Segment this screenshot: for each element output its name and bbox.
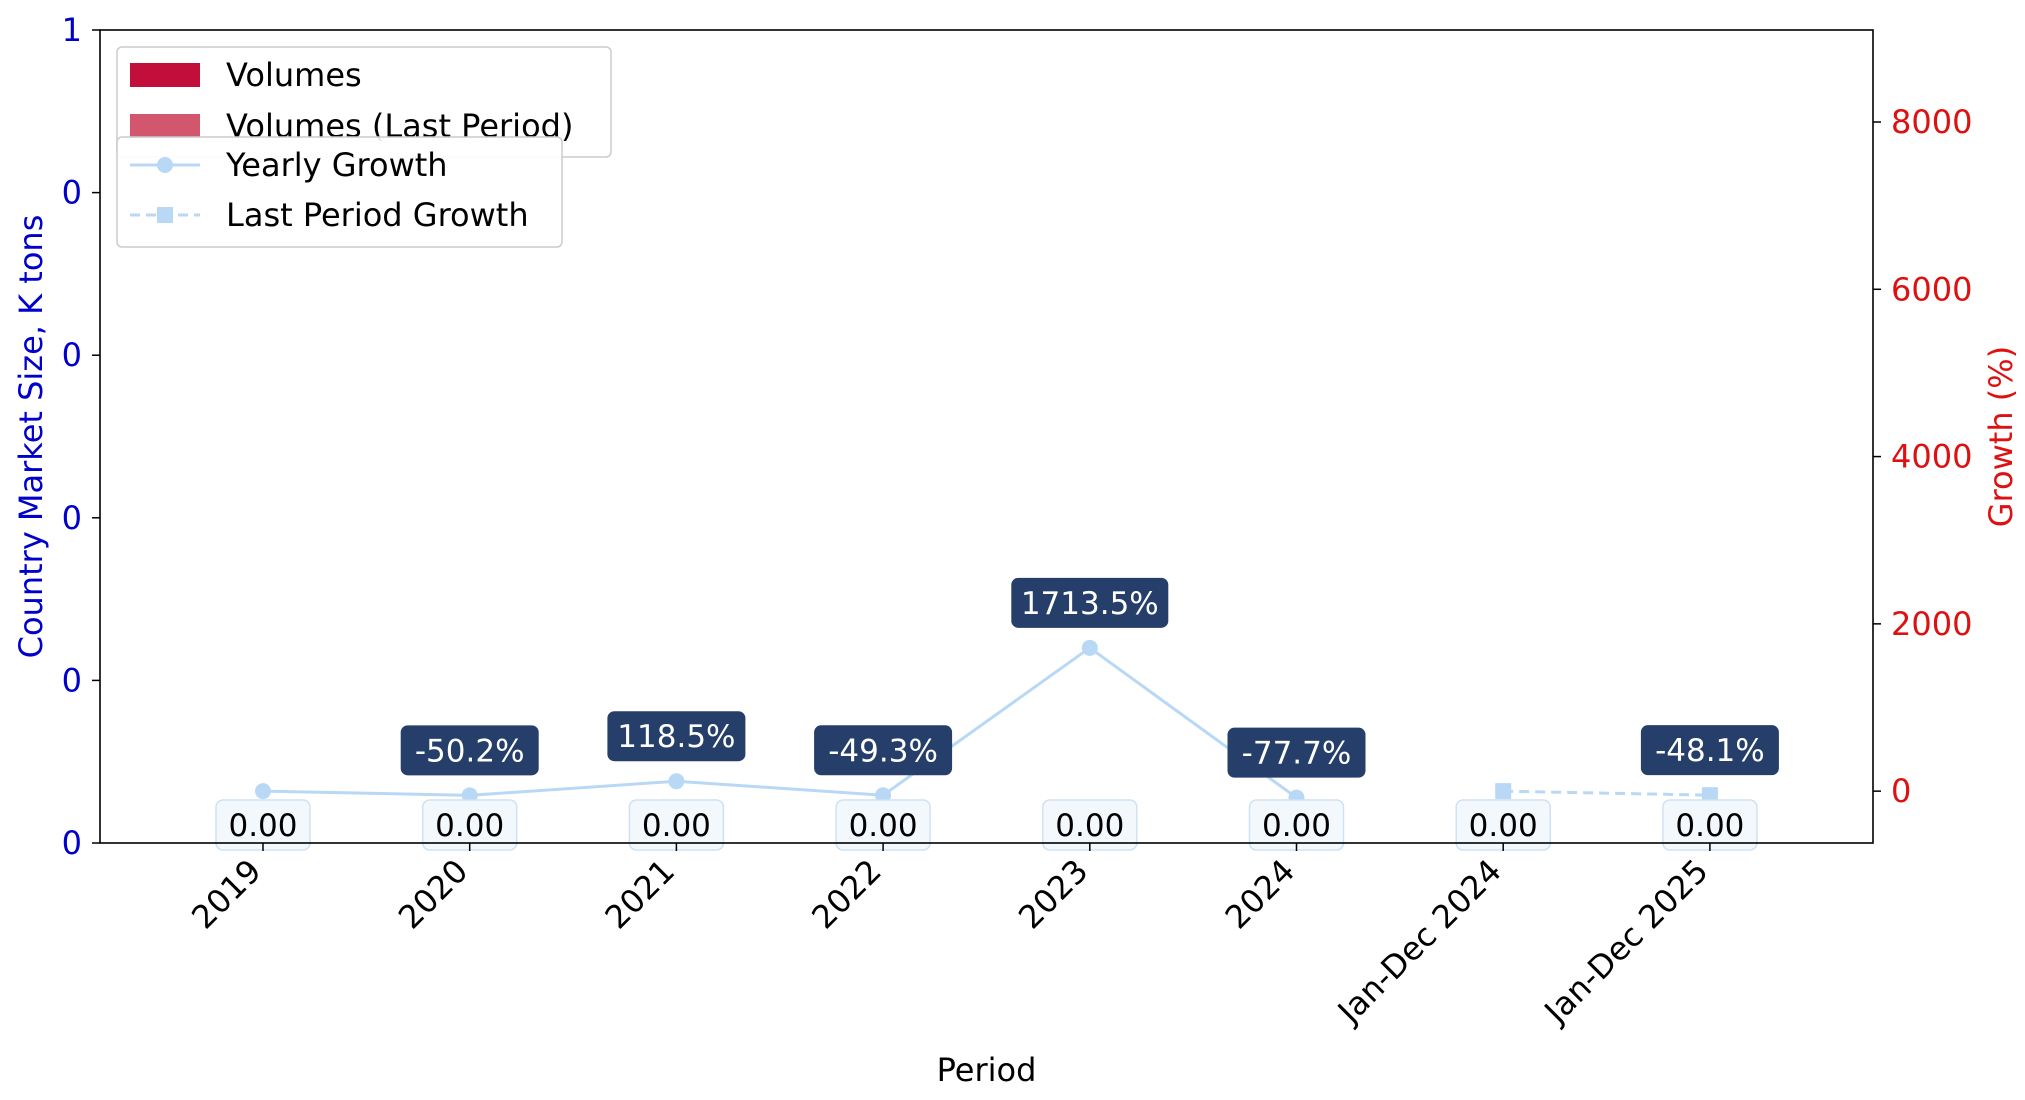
x-tick-label: Jan-Dec 2024 [1329,852,1509,1032]
x-axis-label: Period [937,1051,1037,1089]
x-tick-label: 2022 [804,852,888,936]
x-axis-ticks: 2019 2020 2021 2022 2023 2024 Jan-Dec 2024 Jan-… [184,843,1716,1032]
growth-point [1495,783,1512,800]
left-tick-label: 1 [62,11,82,49]
legend-marker-last-period-growth [157,207,173,223]
bar-value-label: 0.00 [849,808,918,844]
bar-value-label: 0.00 [642,808,711,844]
bar-value-label: 0.00 [1675,808,1744,844]
x-tick-label: 2024 [1218,852,1302,936]
plot-frame [99,29,1874,844]
bar-value-label: 0.00 [228,808,297,844]
right-tick-label: 4000 [1891,438,1972,476]
growth-label-box [1640,725,1779,776]
growth-line [262,645,1298,799]
growth-line [1503,789,1710,797]
x-tick-label: 2023 [1011,852,1095,936]
legend-label-last-period-growth: Last Period Growth [226,196,529,234]
left-tick-label: 0 [62,336,82,374]
right-tick-label: 6000 [1891,270,1972,308]
growth-label: -48.1% [1655,733,1765,769]
growth-label: -50.2% [415,733,525,769]
growth-label-box [1011,577,1169,628]
growth-point [1701,787,1718,804]
x-tick-label: Jan-Dec 2025 [1536,852,1716,1032]
left-tick-label: 0 [62,174,82,212]
left-axis-ticks: 0 0 0 0 0 1 [62,11,100,862]
legend-label-yearly-growth: Yearly Growth [225,146,448,184]
growth-point [255,783,271,800]
legend-swatch-volumes [130,63,200,87]
left-tick-label: 0 [62,661,82,699]
y-axis-label-left: Country Market Size, K tons [12,215,50,659]
left-tick-label: 0 [62,824,82,862]
x-tick-label: 2020 [391,852,475,936]
data-labels-layer: -50.2% 118.5% -49.3% 1713.5% -77.7% -48.1% 0.0… [215,577,1779,851]
legend-label-volumes: Volumes [226,56,362,94]
growth-point [668,773,685,790]
growth-label: 118.5% [617,719,735,755]
y-axis-label-right: Growth (%) [1982,346,2020,527]
growth-lines-layer [255,639,1718,806]
right-tick-label: 0 [1891,772,1911,810]
legend-swatch-volumes-last-period [130,114,200,138]
growth-label-box [607,711,746,762]
left-tick-label: 0 [62,499,82,537]
right-tick-label: 8000 [1891,103,1972,141]
growth-label: -49.3% [828,733,938,769]
legend-marker-yearly-growth [157,157,173,173]
right-tick-label: 2000 [1891,605,1972,643]
growth-label-box [400,725,539,776]
x-tick-label: 2019 [184,852,268,936]
bar-value-label: 0.00 [1469,808,1538,844]
legend-lines: Yearly Growth Last Period Growth [116,136,563,248]
bar-value-label: 0.00 [435,808,504,844]
growth-label: 1713.5% [1021,586,1159,622]
growth-label-box [1227,727,1366,778]
bar-value-label: 0.00 [1262,808,1331,844]
growth-point [1081,639,1098,656]
legend-bars: Volumes Volumes (Last Period) [116,46,612,158]
right-axis-ticks: 0 2000 4000 6000 8000 [1873,103,1972,810]
growth-label: -77.7% [1242,736,1352,772]
x-tick-label: 2021 [598,852,682,936]
bar-value-label: 0.00 [1055,808,1124,844]
growth-label-box [814,725,953,776]
